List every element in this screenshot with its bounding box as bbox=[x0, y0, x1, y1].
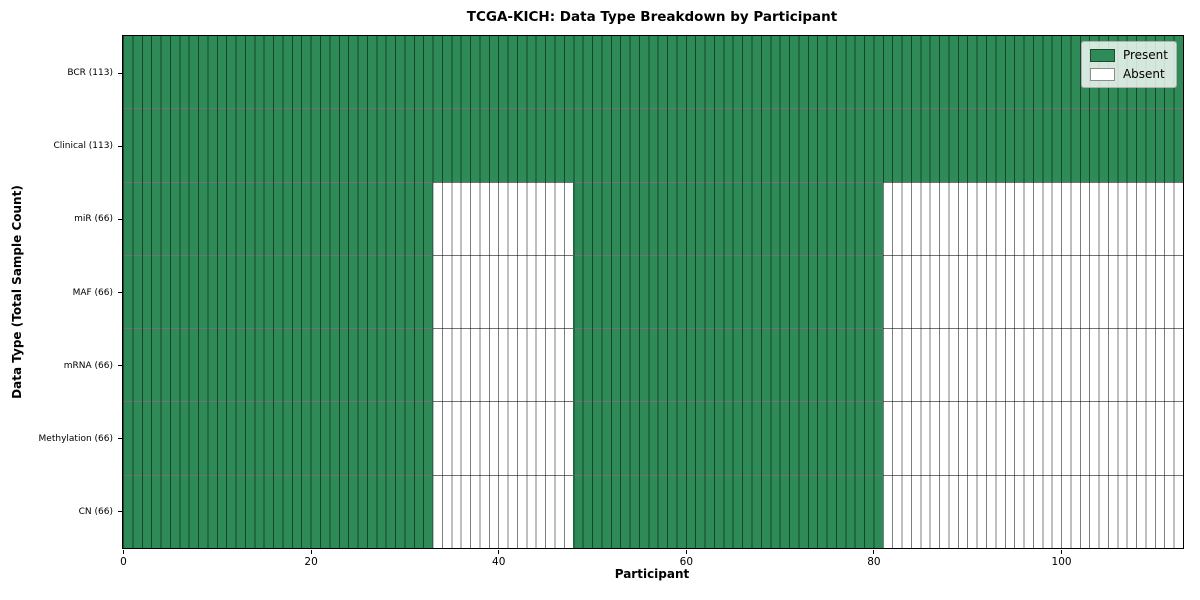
present-segment bbox=[123, 36, 1183, 109]
row-mir bbox=[123, 182, 1183, 256]
present-segment bbox=[573, 182, 883, 255]
x-tick-label: 60 bbox=[679, 555, 694, 568]
present-segment bbox=[123, 402, 433, 475]
x-tick-label: 100 bbox=[1051, 555, 1072, 568]
absent-segment bbox=[432, 255, 574, 329]
x-tick-mark bbox=[873, 550, 875, 554]
legend-label: Present bbox=[1122, 48, 1168, 62]
x-tick-mark bbox=[498, 550, 500, 554]
y-tick-mark bbox=[117, 72, 123, 74]
row-clinical bbox=[123, 109, 1183, 183]
x-tick-mark bbox=[310, 550, 312, 554]
legend-label: Absent bbox=[1122, 67, 1165, 81]
absent-segment bbox=[432, 402, 574, 475]
absent-segment bbox=[882, 255, 1183, 329]
absent-segment bbox=[882, 475, 1183, 548]
y-tick-label-methylation: Methylation (66) bbox=[38, 433, 113, 444]
legend-swatch-present bbox=[1089, 48, 1115, 62]
row-cn bbox=[123, 475, 1183, 548]
x-tick-label: 0 bbox=[120, 555, 127, 568]
absent-segment bbox=[432, 182, 574, 255]
x-axis-title: Participant bbox=[614, 567, 690, 581]
present-segment bbox=[573, 255, 883, 329]
present-segment bbox=[123, 182, 433, 255]
legend-entry-present: Present bbox=[1089, 48, 1168, 62]
y-tick-label-mrna: mRNA (66) bbox=[63, 360, 113, 371]
x-tick-label: 20 bbox=[304, 555, 318, 568]
x-tick-label: 80 bbox=[867, 555, 881, 568]
present-segment bbox=[123, 109, 1183, 182]
absent-segment bbox=[432, 329, 574, 402]
legend: Present Absent bbox=[1080, 41, 1177, 88]
y-tick-label-clinical: Clinical (113) bbox=[53, 141, 113, 152]
present-segment bbox=[123, 475, 433, 548]
y-tick-mark bbox=[117, 438, 123, 440]
legend-swatch-absent bbox=[1089, 67, 1115, 81]
y-tick-label-maf: MAF (66) bbox=[72, 287, 113, 298]
row-methylation bbox=[123, 402, 1183, 476]
present-segment bbox=[573, 475, 883, 548]
y-tick-mark bbox=[117, 145, 123, 147]
y-tick-label-mir: miR (66) bbox=[74, 214, 113, 225]
absent-segment bbox=[432, 475, 574, 548]
heatmap-rows bbox=[123, 36, 1183, 548]
absent-segment bbox=[882, 329, 1183, 402]
row-mrna bbox=[123, 329, 1183, 403]
present-segment bbox=[573, 329, 883, 402]
x-tick-mark bbox=[685, 550, 687, 554]
absent-segment bbox=[882, 182, 1183, 255]
plot-area: Present Absent bbox=[122, 35, 1184, 549]
y-tick-label-cn: CN (66) bbox=[78, 506, 113, 517]
x-tick-mark bbox=[1061, 550, 1063, 554]
chart-title: TCGA-KICH: Data Type Breakdown by Partic… bbox=[466, 9, 838, 25]
legend-entry-absent: Absent bbox=[1089, 67, 1168, 81]
row-maf bbox=[123, 255, 1183, 330]
y-tick-mark bbox=[117, 292, 123, 293]
present-segment bbox=[123, 329, 433, 402]
x-tick-label: 40 bbox=[492, 555, 506, 568]
y-tick-mark bbox=[117, 511, 123, 513]
row-bcr bbox=[123, 36, 1183, 110]
y-tick-label-bcr: BCR (113) bbox=[67, 68, 113, 79]
y-tick-mark bbox=[117, 365, 123, 367]
y-tick-mark bbox=[117, 218, 123, 220]
x-tick-mark bbox=[123, 550, 124, 554]
absent-segment bbox=[882, 402, 1183, 475]
present-segment bbox=[573, 402, 883, 475]
present-segment bbox=[123, 255, 433, 329]
